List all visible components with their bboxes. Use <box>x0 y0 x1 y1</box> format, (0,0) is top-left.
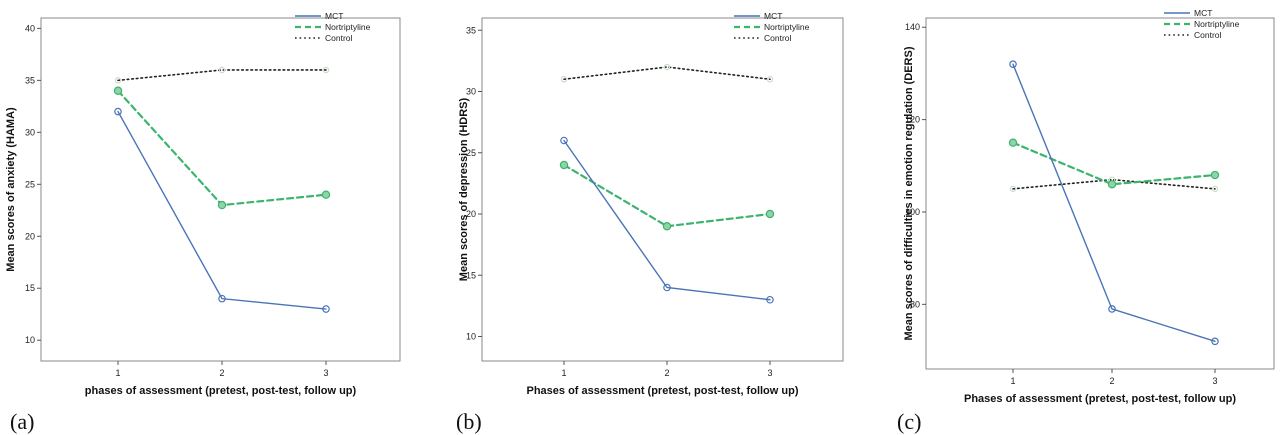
y-tick-label: 120 <box>905 115 920 125</box>
data-point-control <box>1211 185 1219 193</box>
x-tick-label: 3 <box>323 368 328 378</box>
y-tick-label: 10 <box>25 335 35 345</box>
legend-label: MCT <box>325 11 343 21</box>
data-point-nortriptyline <box>113 86 123 95</box>
y-tick-label: 100 <box>905 207 920 217</box>
plot-frame <box>925 17 1275 370</box>
x-tick-label: 2 <box>1109 376 1114 386</box>
data-point-mct <box>1211 337 1219 346</box>
x-tick-label: 1 <box>115 368 120 378</box>
data-point-nortriptyline <box>765 209 775 219</box>
series-line-mct <box>1012 63 1216 342</box>
chart-panel-3: 80 100 120 140 1 2 3 Phases of assessment (pret… <box>897 8 1275 434</box>
x-tick-label: 1 <box>1010 376 1015 386</box>
legend-label: MCT <box>764 11 782 21</box>
x-tick-label: 2 <box>219 368 224 378</box>
y-tick-label: 20 <box>466 209 476 219</box>
series-line-control <box>1012 178 1216 190</box>
data-point-nortriptyline <box>1008 138 1018 147</box>
data-point-mct <box>1108 305 1116 313</box>
data-point-nortriptyline <box>1107 180 1117 189</box>
x-tick-label: 2 <box>664 368 669 378</box>
data-point-control <box>1009 185 1017 193</box>
data-point-mct <box>663 283 671 292</box>
legend-label: MCT <box>1194 8 1212 18</box>
panel-label: (a) <box>10 409 34 434</box>
data-point-mct <box>766 295 774 304</box>
plot-frame <box>40 17 401 362</box>
series-line-nortriptyline <box>116 89 328 207</box>
chart-panel-1: 10 15 20 25 30 35 40 1 2 3 phases of assessment (p… <box>5 11 401 434</box>
legend-label: Control <box>1194 30 1222 40</box>
x-tick-label: 3 <box>767 368 772 378</box>
panel-label: (b) <box>456 409 482 434</box>
legend-label: Nortriptyline <box>764 22 810 32</box>
data-point-mct <box>1009 60 1017 68</box>
y-axis-label: Mean scores of anxiety (HAMA) <box>5 107 17 272</box>
data-point-nortriptyline <box>559 160 569 170</box>
data-point-control <box>560 76 568 83</box>
data-point-nortriptyline <box>662 222 672 231</box>
y-tick-label: 35 <box>466 25 476 35</box>
data-point-control <box>322 66 330 74</box>
y-tick-label: 35 <box>25 75 35 85</box>
legend-label: Control <box>325 33 353 43</box>
x-axis-label: phases of assessment (pretest, post-test… <box>85 385 357 397</box>
legend-label: Control <box>764 33 792 43</box>
y-tick-label: 10 <box>466 332 476 342</box>
legend-label: Nortriptyline <box>1194 19 1240 29</box>
series-line-nortriptyline <box>562 163 772 228</box>
y-tick-label: 15 <box>25 283 35 293</box>
data-point-mct <box>322 305 330 313</box>
series-line-control <box>563 66 771 81</box>
y-tick-label: 30 <box>25 127 35 137</box>
y-axis-label: Mean scores of difficulties in emotion r… <box>903 46 915 340</box>
data-point-control <box>663 63 671 71</box>
data-point-mct <box>114 107 122 116</box>
y-axis-label: Mean scores of depression (HDRS) <box>458 97 470 281</box>
y-tick-label: 20 <box>25 231 35 241</box>
x-axis-label: Phases of assessment (pretest, post-test… <box>964 393 1236 405</box>
series-line-control <box>117 69 327 82</box>
series-line-nortriptyline <box>1011 141 1217 186</box>
data-point-control <box>114 77 122 84</box>
y-tick-label: 80 <box>910 299 920 309</box>
x-tick-label: 1 <box>561 368 566 378</box>
data-point-control <box>766 76 774 83</box>
data-point-nortriptyline <box>321 190 331 199</box>
data-point-mct <box>218 294 226 303</box>
plot-frame <box>481 17 844 362</box>
data-point-control <box>218 66 226 74</box>
y-tick-label: 15 <box>466 270 476 280</box>
panel-label: (c) <box>897 409 921 434</box>
y-tick-label: 30 <box>466 87 476 97</box>
y-tick-label: 140 <box>905 22 920 32</box>
x-axis-label: Phases of assessment (pretest, post-test… <box>526 385 798 397</box>
data-point-nortriptyline <box>1210 170 1220 180</box>
series-line-mct <box>563 139 771 301</box>
y-tick-label: 25 <box>466 148 476 158</box>
data-point-nortriptyline <box>217 200 227 210</box>
chart-panel-2: 10 15 20 25 30 35 1 2 3 Phases of assessment (pre… <box>456 11 844 434</box>
y-tick-label: 40 <box>25 23 35 33</box>
legend-label: Nortriptyline <box>325 22 371 32</box>
y-tick-label: 25 <box>25 179 35 189</box>
x-tick-label: 3 <box>1212 376 1217 386</box>
data-point-mct <box>560 136 568 145</box>
series-line-mct <box>117 110 327 310</box>
